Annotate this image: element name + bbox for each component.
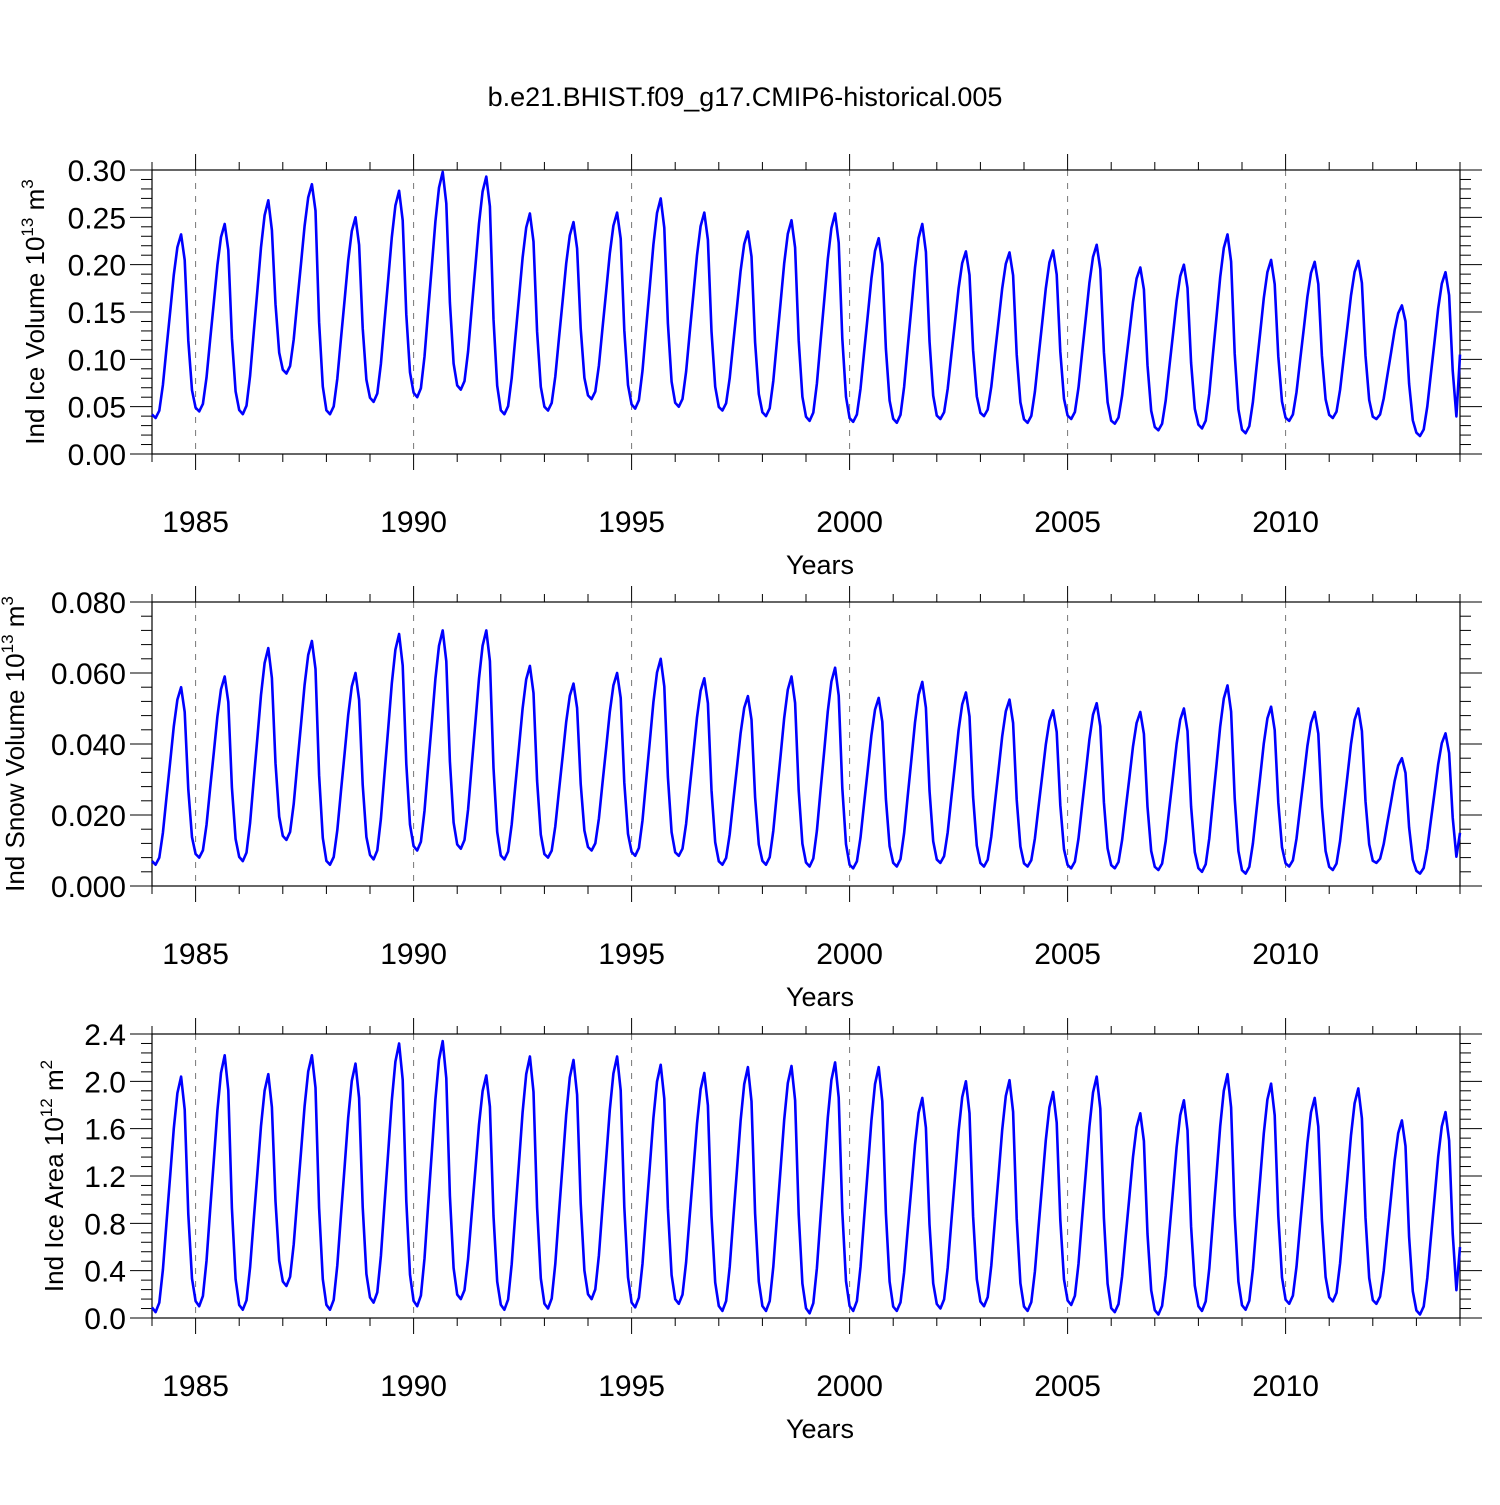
figure-title: b.e21.BHIST.f09_g17.CMIP6-historical.005 xyxy=(488,82,1003,112)
y-axis-label: Ind Snow Volume 1013 m3 xyxy=(0,596,30,892)
x-axis-label: Years xyxy=(786,1414,854,1444)
x-axis-label: Years xyxy=(786,982,854,1012)
y-tick-label-0.040: 0.040 xyxy=(51,729,126,762)
panels: 1985 1990 1995 2000 2005 2010 0.00 0.05 0.10 0.15… xyxy=(0,154,1482,1444)
panel-2: 1985 1990 1995 2000 2005 2010 0.000 0.020 0.040 0… xyxy=(0,586,1482,1012)
plot-frame xyxy=(151,1033,1461,1319)
y-tick-label-0.25: 0.25 xyxy=(68,202,126,235)
x-tick-label-1990: 1990 xyxy=(380,938,447,971)
x-tick-label-1985: 1985 xyxy=(162,1370,229,1403)
y-tick-label-0.05: 0.05 xyxy=(68,392,126,425)
y-tick-label-2.4: 2.4 xyxy=(84,1019,126,1052)
x-tick-label-1985: 1985 xyxy=(162,506,229,539)
y-tick-label-0.15: 0.15 xyxy=(68,297,126,330)
series-line xyxy=(150,1039,1462,1316)
y-tick-label-0.30: 0.30 xyxy=(68,155,126,188)
y-tick-label-0.10: 0.10 xyxy=(68,344,126,377)
y-tick-label-1.2: 1.2 xyxy=(84,1161,126,1194)
x-tick-label-2005: 2005 xyxy=(1034,506,1101,539)
x-tick-label-2005: 2005 xyxy=(1034,1370,1101,1403)
x-tick-label-2010: 2010 xyxy=(1252,1370,1319,1403)
x-tick-label-2010: 2010 xyxy=(1252,506,1319,539)
panel-3: 1985 1990 1995 2000 2005 2010 0.0 0.4 0.8 1.2 1.6 2… xyxy=(37,1018,1482,1444)
y-axis-label: Ind Ice Volume 1013 m3 xyxy=(18,179,50,444)
y-tick-label-1.6: 1.6 xyxy=(84,1114,126,1147)
series-line xyxy=(151,629,1462,875)
y-tick-label-2.0: 2.0 xyxy=(84,1066,126,1099)
x-tick-label-1995: 1995 xyxy=(598,506,665,539)
y-tick-label-0.00: 0.00 xyxy=(68,439,126,472)
x-tick-label-1990: 1990 xyxy=(380,506,447,539)
series-line xyxy=(151,170,1462,438)
y-tick-label-0.000: 0.000 xyxy=(51,871,126,904)
x-tick-label-1995: 1995 xyxy=(598,938,665,971)
x-tick-label-1995: 1995 xyxy=(598,1370,665,1403)
y-tick-label-0.020: 0.020 xyxy=(51,800,126,833)
y-tick-label-0.4: 0.4 xyxy=(84,1256,126,1289)
x-tick-label-2000: 2000 xyxy=(816,506,883,539)
y-tick-label-0.20: 0.20 xyxy=(68,250,126,283)
y-tick-label-0.8: 0.8 xyxy=(84,1208,126,1241)
y-tick-label-0.080: 0.080 xyxy=(51,587,126,620)
x-tick-label-2010: 2010 xyxy=(1252,938,1319,971)
x-tick-label-2005: 2005 xyxy=(1034,938,1101,971)
panel-1: 1985 1990 1995 2000 2005 2010 0.00 0.05 0.10 0.15… xyxy=(18,154,1482,580)
x-tick-label-1990: 1990 xyxy=(380,1370,447,1403)
y-tick-label-0.060: 0.060 xyxy=(51,658,126,691)
y-tick-label-0.0: 0.0 xyxy=(84,1303,126,1336)
x-tick-label-1985: 1985 xyxy=(162,938,229,971)
x-tick-label-2000: 2000 xyxy=(816,1370,883,1403)
y-axis-label: Ind Ice Area 1012 m2 xyxy=(37,1060,69,1292)
x-tick-label-2000: 2000 xyxy=(816,938,883,971)
x-axis-label: Years xyxy=(786,550,854,580)
